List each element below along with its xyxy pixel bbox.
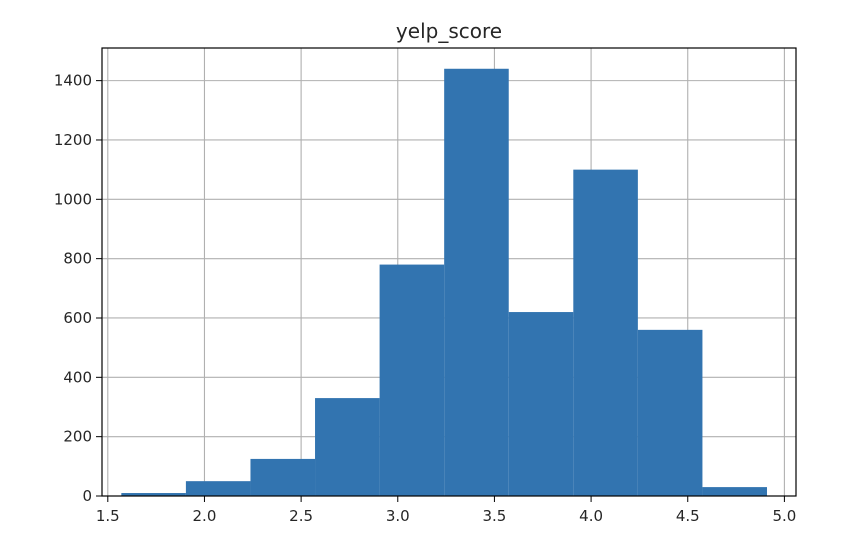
- y-tick-label: 0: [82, 487, 92, 505]
- y-tick-label: 200: [63, 428, 92, 446]
- plot-frame: [101, 47, 797, 497]
- y-tick-label: 1400: [54, 72, 92, 90]
- histogram-bar: [250, 458, 316, 496]
- histogram-bar: [379, 264, 445, 496]
- y-tick-label: 800: [63, 250, 92, 268]
- x-tick-label: 2.0: [193, 507, 217, 525]
- y-tick-label: 1000: [54, 190, 92, 208]
- histogram-bar: [185, 481, 251, 496]
- x-tick-label: 4.5: [676, 507, 700, 525]
- x-tick-label: 1.5: [96, 507, 120, 525]
- x-tick-label: 5.0: [772, 507, 796, 525]
- ticks-layer: 1.5 2.0 2.5 3.0 3.5 4.0 4.5 5.0 0 200 400 600 800 100…: [54, 72, 797, 525]
- x-tick-label: 4.0: [579, 507, 603, 525]
- chart-title: yelp_score: [396, 19, 502, 43]
- histogram-bar: [702, 487, 768, 496]
- y-tick-label: 1200: [54, 131, 92, 149]
- bars-layer: [121, 68, 768, 496]
- histogram-bar: [637, 329, 703, 496]
- y-tick-label: 400: [63, 368, 92, 386]
- histogram-bar: [315, 398, 380, 496]
- x-tick-label: 3.0: [386, 507, 410, 525]
- x-tick-label: 2.5: [289, 507, 313, 525]
- y-tick-label: 600: [63, 309, 92, 327]
- histogram-bar: [573, 169, 638, 496]
- histogram-bar: [444, 68, 509, 496]
- histogram-bar: [121, 493, 186, 496]
- x-tick-label: 3.5: [482, 507, 506, 525]
- histogram-bar: [508, 312, 574, 496]
